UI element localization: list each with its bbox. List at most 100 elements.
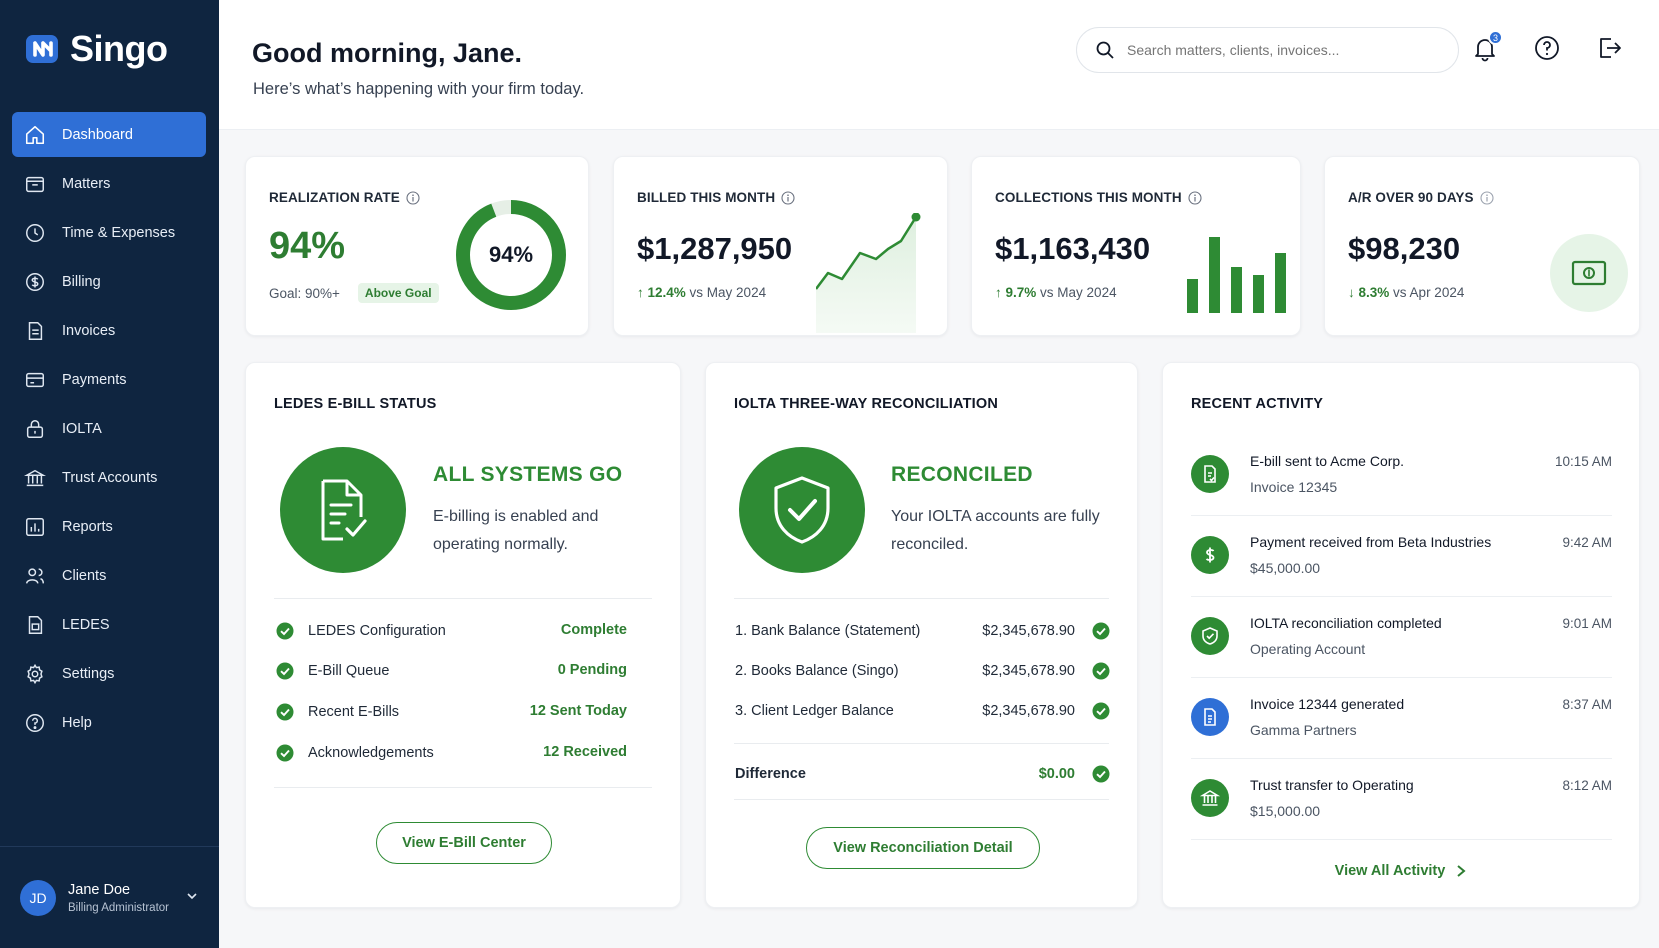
ledes-row-value: 0 Pending (557, 662, 627, 678)
kpi-delta: 12.4% (647, 285, 686, 300)
billed-this-month-card: BILLED THIS MONTH $1,287,950 ↑ 12.4% vs … (613, 156, 948, 336)
bank-icon (24, 467, 46, 489)
ledes-row-value: 12 Received (543, 744, 627, 760)
ledes-status-heading: ALL SYSTEMS GO (433, 463, 623, 486)
divider (1191, 515, 1612, 516)
view-all-activity-link[interactable]: View All Activity (1163, 863, 1639, 879)
invoice-icon (24, 320, 46, 342)
activity-title: Trust transfer to Operating (1250, 777, 1414, 793)
collections-this-month-card: COLLECTIONS THIS MONTH $1,163,430 ↑ 9.7%… (971, 156, 1301, 336)
reconciliation-row-label: 3. Client Ledger Balance (735, 703, 894, 719)
sidebar-item-label: Trust Accounts (62, 469, 158, 486)
activity-time: 10:15 AM (1554, 454, 1612, 469)
sidebar-item-label: LEDES (62, 616, 110, 633)
reconciliation-row-value: $2,345,678.90 (982, 663, 1075, 679)
sidebar-item-trust-accounts[interactable]: Trust Accounts (12, 455, 206, 500)
iolta-status-message: Your IOLTA accounts are fully reconciled… (891, 508, 1100, 553)
sidebar: Singo Dashboard Matters Time & Expenses … (0, 0, 219, 948)
ar-over-90-days-card: A/R OVER 90 DAYS $98,230 ↓ 8.3% vs Apr 2… (1324, 156, 1640, 336)
search-bar[interactable] (1076, 27, 1459, 73)
sidebar-item-label: Time & Expenses (62, 224, 176, 241)
sidebar-item-dashboard[interactable]: Dashboard (12, 112, 206, 157)
payment-icon (24, 369, 46, 391)
info-icon[interactable] (781, 190, 795, 205)
ledes-row: Acknowledgements (276, 741, 434, 765)
view-ebill-center-button[interactable]: View E-Bill Center (376, 822, 552, 864)
sidebar-item-ledes[interactable]: LEDES (12, 602, 206, 647)
info-icon[interactable] (1480, 190, 1494, 205)
activity-time: 8:12 AM (1562, 778, 1612, 793)
check-circle-icon (1092, 702, 1110, 720)
check-circle-icon (1092, 765, 1110, 783)
user-role: Billing Administrator (68, 901, 169, 914)
chevron-right-icon (1457, 865, 1466, 877)
goal-label: Goal: 90%+ (269, 285, 340, 301)
sidebar-item-clients[interactable]: Clients (12, 553, 206, 598)
check-circle-icon (276, 622, 294, 640)
iolta-status-heading: RECONCILED (891, 463, 1033, 486)
ledes-row-label: Acknowledgements (308, 745, 434, 761)
iolta-reconciliation-card: IOLTA THREE-WAY RECONCILIATION RECONCILE… (705, 362, 1138, 908)
arrow-down-icon: ↓ (1348, 285, 1355, 300)
divider (1191, 839, 1612, 840)
search-input[interactable] (1127, 42, 1427, 58)
ebill-icon (1191, 455, 1229, 493)
divider (274, 787, 652, 788)
kpi-title: REALIZATION RATE (269, 190, 400, 205)
check-circle-icon (276, 703, 294, 721)
arrow-up-icon: ↑ (995, 285, 1002, 300)
activity-title: E-bill sent to Acme Corp. (1250, 453, 1405, 469)
sidebar-item-time-expenses[interactable]: Time & Expenses (12, 210, 206, 255)
home-icon (24, 124, 46, 146)
activity-title: Invoice 12344 generated (1250, 696, 1405, 712)
sidebar-item-label: Invoices (62, 322, 116, 339)
cash-icon (1550, 234, 1628, 312)
shield-check-icon (739, 447, 865, 573)
sidebar-item-payments[interactable]: Payments (12, 357, 206, 402)
sidebar-item-invoices[interactable]: Invoices (12, 308, 206, 353)
sidebar-item-billing[interactable]: Billing (12, 259, 206, 304)
ledes-row: LEDES Configuration (276, 619, 446, 643)
realization-ring (456, 200, 566, 310)
help-button[interactable] (1533, 34, 1561, 62)
activity-subtitle: Operating Account (1250, 641, 1366, 657)
sidebar-item-iolta[interactable]: IOLTA (12, 406, 206, 451)
divider (274, 598, 652, 599)
kpi-title: COLLECTIONS THIS MONTH (995, 190, 1182, 205)
page-title: Good morning, Jane. (252, 38, 523, 68)
logout-button[interactable] (1595, 34, 1623, 62)
brand-logo[interactable]: Singo (24, 28, 168, 70)
kpi-delta: 9.7% (1005, 285, 1037, 300)
sidebar-item-label: Payments (62, 371, 127, 388)
info-icon[interactable] (1188, 190, 1202, 205)
divider (1191, 758, 1612, 759)
sidebar-item-reports[interactable]: Reports (12, 504, 206, 549)
notifications-button[interactable]: 3 (1471, 30, 1503, 62)
bank-icon (1191, 779, 1229, 817)
shield-icon (1191, 617, 1229, 655)
recent-activity-card: RECENT ACTIVITY E-bill sent to Acme Corp… (1162, 362, 1640, 908)
sidebar-item-settings[interactable]: Settings (12, 651, 206, 696)
sidebar-item-label: IOLTA (62, 420, 102, 437)
sidebar-item-matters[interactable]: Matters (12, 161, 206, 206)
ledes-status-message: E-billing is enabled and operating norma… (433, 508, 599, 553)
kpi-delta: 8.3% (1358, 285, 1390, 300)
billed-sparkline (816, 213, 921, 333)
user-menu[interactable]: JD Jane Doe Billing Administrator (0, 846, 219, 948)
ledes-row: Recent E-Bills (276, 700, 399, 724)
chevron-down-icon[interactable] (185, 889, 199, 903)
sidebar-item-label: Clients (62, 567, 107, 584)
reconciliation-row-value: $2,345,678.90 (982, 703, 1075, 719)
document-icon (1191, 698, 1229, 736)
singo-logo-icon (26, 35, 58, 63)
ledes-row-label: LEDES Configuration (308, 623, 446, 639)
reconciliation-row-label: 2. Books Balance (Singo) (735, 663, 899, 679)
sidebar-item-help[interactable]: Help (12, 700, 206, 745)
ring-label: 94% (488, 242, 534, 267)
view-reconciliation-detail-button[interactable]: View Reconciliation Detail (806, 827, 1040, 869)
collections-bars (1187, 237, 1286, 313)
info-icon[interactable] (406, 190, 420, 205)
kpi-value: $98,230 (1348, 231, 1461, 266)
arrow-up-icon: ↑ (637, 285, 644, 300)
brand-name: Singo (70, 28, 168, 69)
